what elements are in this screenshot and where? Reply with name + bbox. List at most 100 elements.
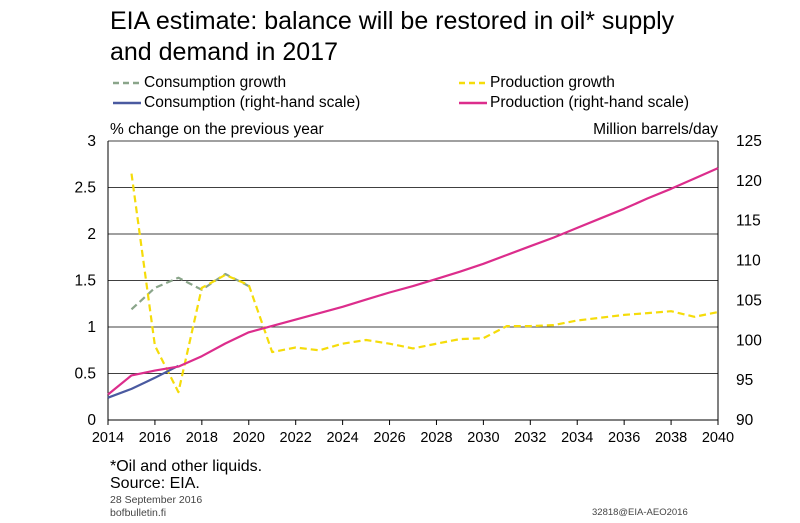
data-point-production-growth — [201, 287, 203, 289]
data-point-production-growth — [388, 343, 390, 345]
data-point-production-right-hand-scale — [529, 245, 531, 247]
data-point-production-right-hand-scale — [553, 236, 555, 238]
data-point-production-right-hand-scale — [670, 188, 672, 190]
data-point-production-growth — [623, 314, 625, 316]
data-point-production-growth — [506, 325, 508, 327]
legend-consumption: Consumption (right-hand scale) — [112, 94, 360, 112]
left-tick-label: 2.5 — [74, 180, 96, 197]
x-tick-label: 2026 — [373, 430, 405, 446]
data-point-consumption-growth — [154, 287, 156, 289]
data-point-production-growth — [271, 351, 273, 353]
data-point-consumption-growth — [130, 308, 132, 310]
data-point-production-right-hand-scale — [646, 197, 648, 199]
data-point-production-right-hand-scale — [318, 312, 320, 314]
right-tick-label: 100 — [736, 332, 762, 349]
legend-label-consumption-growth: Consumption growth — [144, 74, 287, 91]
data-point-production-right-hand-scale — [177, 365, 179, 367]
data-point-production-right-hand-scale — [599, 217, 601, 219]
data-point-consumption-right-hand-scale — [130, 388, 132, 390]
data-point-production-right-hand-scale — [365, 298, 367, 300]
data-point-production-right-hand-scale — [224, 342, 226, 344]
data-point-production-growth — [670, 310, 672, 312]
chart-code: 32818@EIA-AEO2016 — [592, 507, 688, 518]
right-tick-label: 95 — [736, 372, 753, 389]
data-point-production-right-hand-scale — [294, 318, 296, 320]
data-point-production-growth — [248, 284, 250, 286]
data-point-production-right-hand-scale — [107, 393, 109, 395]
legend-swatch-consumption — [113, 101, 141, 105]
data-point-production-right-hand-scale — [435, 278, 437, 280]
data-point-consumption-growth — [177, 277, 179, 279]
data-point-production-right-hand-scale — [506, 254, 508, 256]
left-tick-label: 1 — [87, 319, 96, 336]
x-tick-label: 2022 — [280, 430, 312, 446]
title-line-2: and demand in 2017 — [110, 38, 338, 66]
x-tick-label: 2018 — [186, 430, 218, 446]
data-point-production-growth — [482, 337, 484, 339]
legend-swatch-consumption-growth — [113, 81, 141, 85]
site-name: bofbulletin.fi — [110, 507, 167, 519]
x-tick-label: 2024 — [326, 430, 358, 446]
data-point-production-right-hand-scale — [623, 208, 625, 210]
series-line-production-right-hand-scale — [107, 167, 719, 396]
axis-ticks: 0 0.5 1 1.5 2 2.5 3 90 95 100 105 110 115 120 125 2014 2… — [74, 133, 762, 446]
series-lines — [107, 167, 719, 399]
title-line-1: EIA estimate: balance will be restored i… — [110, 7, 675, 35]
x-tick-label: 2016 — [139, 430, 171, 446]
data-point-production-right-hand-scale — [412, 285, 414, 287]
series-line-production-growth — [130, 173, 719, 394]
data-point-production-growth — [599, 317, 601, 319]
publication-date: 28 September 2016 — [110, 494, 203, 506]
data-point-production-right-hand-scale — [248, 331, 250, 333]
data-point-production-growth — [365, 339, 367, 341]
left-tick-label: 2 — [87, 226, 96, 243]
source-note: Source: EIA. — [110, 475, 200, 492]
data-point-production-growth — [693, 316, 695, 318]
data-point-production-growth — [529, 325, 531, 327]
right-tick-label: 125 — [736, 133, 762, 150]
data-point-production-growth — [318, 349, 320, 351]
x-tick-label: 2034 — [561, 430, 593, 446]
right-tick-label: 90 — [736, 412, 754, 429]
data-point-production-right-hand-scale — [201, 355, 203, 357]
legend-label-production: Production (right-hand scale) — [490, 94, 690, 111]
legend-production: Production (right-hand scale) — [458, 94, 689, 112]
series-line-consumption-right-hand-scale — [107, 364, 179, 399]
legend-production-growth: Production growth — [458, 74, 615, 92]
data-point-production-growth — [459, 338, 461, 340]
data-point-production-right-hand-scale — [341, 306, 343, 308]
right-tick-label: 115 — [736, 213, 761, 230]
data-point-production-growth — [154, 344, 156, 346]
right-tick-label: 110 — [736, 253, 761, 270]
data-point-production-right-hand-scale — [717, 167, 719, 169]
data-point-production-growth — [553, 324, 555, 326]
legend-label-production-growth: Production growth — [490, 74, 615, 91]
data-point-production-growth — [130, 172, 132, 174]
data-point-production-growth — [177, 391, 179, 393]
data-point-production-right-hand-scale — [693, 177, 695, 179]
data-point-production-growth — [341, 343, 343, 345]
data-point-consumption-right-hand-scale — [154, 377, 156, 379]
data-point-production-growth — [646, 312, 648, 314]
data-point-production-right-hand-scale — [482, 263, 484, 265]
data-point-production-right-hand-scale — [576, 227, 578, 229]
data-point-production-right-hand-scale — [388, 291, 390, 293]
grid-lines — [107, 140, 719, 421]
data-point-production-right-hand-scale — [154, 369, 156, 371]
data-point-production-right-hand-scale — [271, 325, 273, 327]
legend-consumption-growth: Consumption growth — [112, 74, 286, 92]
left-axis-label: % change on the previous year — [110, 121, 324, 138]
data-point-production-right-hand-scale — [459, 271, 461, 273]
x-tick-label: 2038 — [655, 430, 687, 446]
x-tick-label: 2030 — [467, 430, 499, 446]
x-tick-label: 2020 — [233, 430, 265, 446]
data-point-production-growth — [435, 343, 437, 345]
data-point-production-growth — [224, 274, 226, 276]
left-tick-label: 0 — [87, 412, 96, 429]
footnote: *Oil and other liquids. — [110, 458, 263, 475]
legend-swatch-production-growth — [459, 81, 487, 85]
left-tick-label: 1.5 — [74, 273, 96, 290]
right-tick-label: 120 — [736, 173, 762, 190]
x-tick-label: 2032 — [514, 430, 546, 446]
